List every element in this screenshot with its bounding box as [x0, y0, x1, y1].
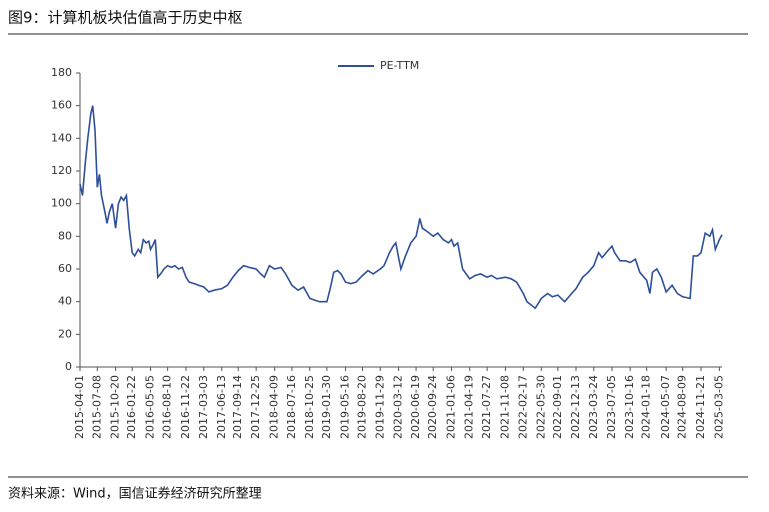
- x-tick-label: 2017-09-14: [231, 375, 244, 439]
- x-tick-label: 2020-03-12: [392, 375, 405, 439]
- x-tick-label: 2015-04-01: [73, 375, 86, 439]
- x-tick-label: 2015-07-08: [90, 375, 103, 439]
- source-note: 资料来源：Wind，国信证券经济研究所整理: [8, 486, 262, 502]
- x-tick-label: 2016-11-22: [179, 375, 192, 439]
- x-tick-label: 2024-08-09: [676, 375, 689, 439]
- x-tick-label: 2018-10-25: [303, 375, 316, 439]
- y-tick-label: 80: [58, 229, 72, 242]
- x-tick-label: 2022-05-30: [534, 375, 547, 439]
- x-tick-label: 2019-08-20: [355, 375, 368, 439]
- y-tick-label: 160: [51, 99, 72, 112]
- y-tick-label: 100: [51, 197, 72, 210]
- x-tick-label: 2021-07-27: [480, 375, 493, 439]
- y-tick-label: 140: [51, 131, 72, 144]
- x-tick-label: 2021-01-06: [445, 375, 458, 439]
- x-tick-label: 2020-06-19: [409, 375, 422, 439]
- x-tick-label: 2018-07-16: [285, 375, 298, 439]
- x-tick-label: 2016-08-10: [161, 375, 174, 439]
- x-tick-label: 2024-11-21: [694, 375, 707, 439]
- x-tick-label: 2023-07-05: [605, 375, 618, 439]
- y-tick-label: 120: [51, 164, 72, 177]
- x-tick-label: 2024-01-18: [640, 375, 653, 439]
- x-tick-label: 2017-06-13: [215, 375, 228, 439]
- x-tick-label: 2023-03-24: [587, 375, 600, 439]
- y-tick-label: 0: [65, 360, 72, 373]
- y-tick-label: 60: [58, 262, 72, 275]
- x-tick-label: 2025-03-05: [712, 375, 725, 439]
- legend-label: PE-TTM: [380, 59, 419, 72]
- x-tick-label: 2017-12-25: [249, 375, 262, 439]
- line-series: [79, 105, 723, 310]
- y-tick-label: 180: [51, 66, 72, 79]
- x-tick-label: 2020-09-24: [426, 375, 439, 439]
- x-tick-label: 2022-02-17: [516, 375, 529, 439]
- x-tick-label: 2019-01-30: [320, 375, 333, 439]
- x-tick-label: 2021-04-19: [463, 375, 476, 439]
- x-tick-label: 2016-05-05: [144, 375, 157, 439]
- y-tick-label: 20: [58, 327, 72, 340]
- y-tick-label: 40: [58, 295, 72, 308]
- x-tick-label: 2019-05-16: [339, 375, 352, 439]
- x-tick-label: 2018-04-09: [268, 375, 281, 439]
- x-tick-label: 2017-03-03: [197, 375, 210, 439]
- x-tick-label: 2016-01-22: [125, 375, 138, 439]
- x-tick-label: 2022-12-13: [569, 375, 582, 439]
- x-tick-label: 2022-09-01: [551, 375, 564, 439]
- x-tick-label: 2015-10-20: [109, 375, 122, 439]
- x-tick-label: 2023-10-16: [623, 375, 636, 439]
- chart-title: 图9：计算机板块估值高于历史中枢: [8, 9, 243, 27]
- x-tick-label: 2019-11-29: [373, 375, 386, 439]
- x-tick-label: 2021-11-08: [498, 375, 511, 439]
- x-tick-label: 2024-05-07: [659, 375, 672, 439]
